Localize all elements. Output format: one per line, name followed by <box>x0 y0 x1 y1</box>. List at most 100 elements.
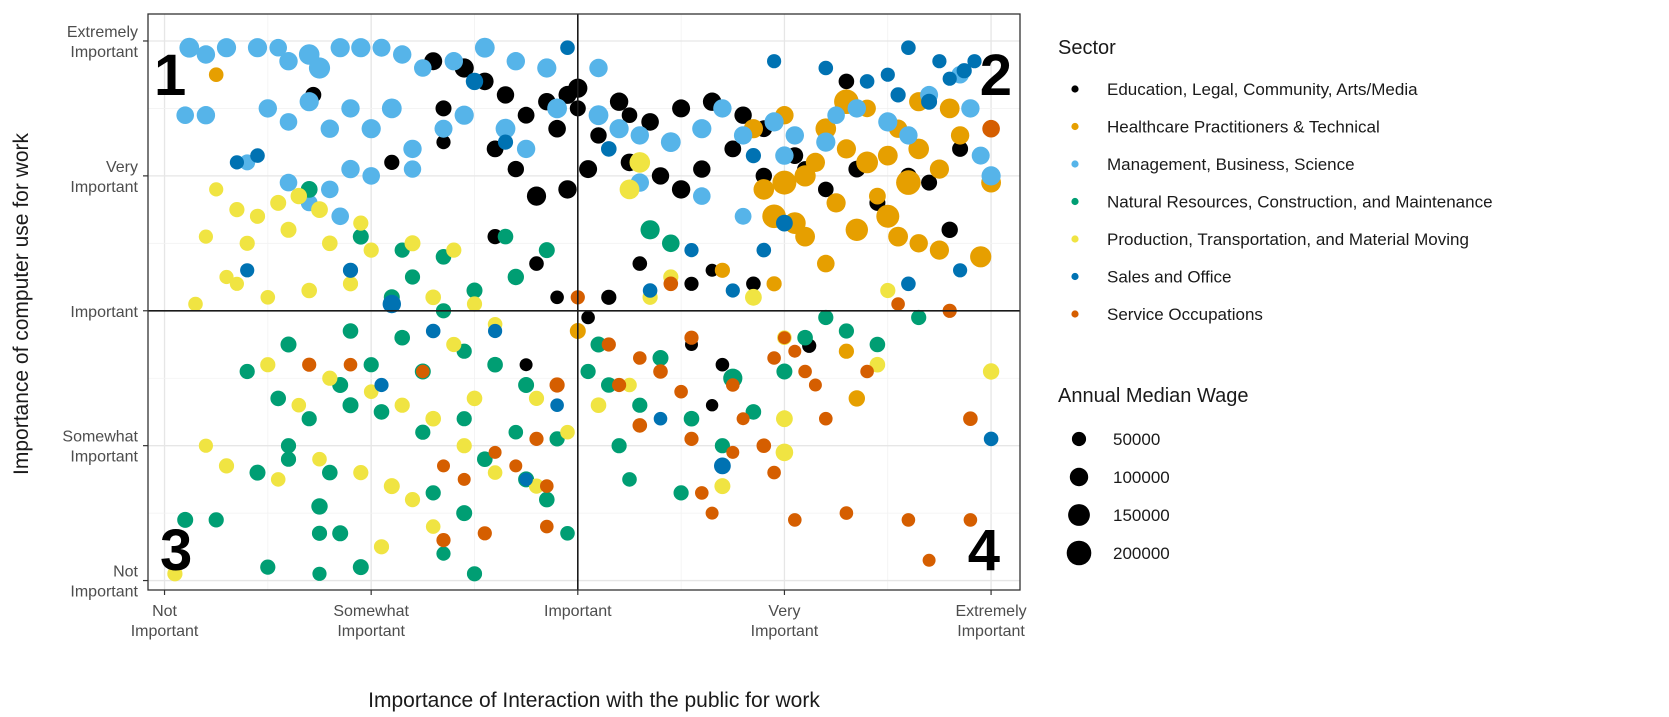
data-point <box>280 451 297 467</box>
data-point <box>588 105 609 126</box>
data-point <box>341 99 360 118</box>
data-point <box>321 180 339 199</box>
data-point <box>372 38 391 57</box>
data-point <box>362 167 381 185</box>
data-point <box>932 54 947 69</box>
legend-size-key <box>1069 467 1089 487</box>
data-point <box>971 146 990 165</box>
data-point <box>416 364 430 379</box>
data-point <box>901 513 916 527</box>
data-point <box>653 411 668 426</box>
data-point <box>179 37 200 58</box>
data-point <box>815 118 837 139</box>
quadrant-label-3: 3 <box>160 518 192 583</box>
data-point <box>953 263 968 278</box>
data-point <box>891 297 905 311</box>
legend-color-label: Sales and Office <box>1107 268 1231 287</box>
data-point <box>601 377 617 393</box>
data-point <box>342 323 359 339</box>
data-point <box>425 519 441 534</box>
data-point <box>714 262 731 278</box>
color-legend-items: Education, Legal, Community, Arts/Media H… <box>1071 80 1493 324</box>
data-point <box>488 445 502 459</box>
data-point <box>539 491 555 508</box>
data-point <box>456 411 472 427</box>
y-tick-label: Not <box>113 564 138 581</box>
data-point <box>373 539 390 555</box>
data-point <box>229 276 244 291</box>
data-point <box>322 464 338 481</box>
data-point <box>684 276 699 291</box>
data-point <box>529 256 544 271</box>
data-point <box>805 152 826 172</box>
data-point <box>869 356 886 373</box>
data-point <box>218 458 235 474</box>
data-point <box>733 126 753 145</box>
data-point <box>312 566 327 581</box>
data-point <box>674 384 688 399</box>
data-point <box>692 119 712 139</box>
data-point <box>506 52 525 71</box>
data-point <box>508 424 524 440</box>
legend-size-key <box>1066 540 1092 566</box>
data-point <box>662 234 680 253</box>
data-point <box>270 472 286 487</box>
data-point <box>280 336 297 353</box>
legend-color-key <box>1071 122 1079 131</box>
size-legend-title: Annual Median Wage <box>1058 385 1249 407</box>
data-point <box>394 329 411 346</box>
data-point <box>609 92 629 111</box>
data-point <box>560 526 575 541</box>
data-point <box>258 99 277 118</box>
legend-size-label: 150000 <box>1113 506 1170 525</box>
data-point <box>331 207 350 226</box>
data-point <box>745 404 762 420</box>
data-point <box>435 100 452 117</box>
data-point <box>890 87 906 103</box>
x-tick-label: Somewhat <box>333 603 409 620</box>
data-point <box>209 182 224 197</box>
data-point <box>216 38 237 58</box>
data-point <box>558 85 577 104</box>
data-point <box>684 330 699 345</box>
data-point <box>260 290 276 305</box>
data-point <box>330 38 350 58</box>
data-point <box>270 390 287 407</box>
data-point <box>753 179 775 200</box>
legend-size-key <box>1071 431 1087 447</box>
data-point <box>381 98 402 119</box>
data-point <box>466 566 483 582</box>
data-point <box>299 92 319 112</box>
data-point <box>589 58 608 78</box>
data-point <box>836 139 857 159</box>
data-point <box>320 119 339 138</box>
x-tick-label: Important <box>131 623 199 640</box>
legend-color-key <box>1071 85 1079 93</box>
data-point <box>507 160 524 178</box>
data-point <box>547 98 567 119</box>
data-point <box>922 553 936 567</box>
color-legend: Sector Education, Legal, Community, Arts… <box>1058 37 1493 324</box>
data-point <box>961 99 980 118</box>
data-point <box>788 513 802 527</box>
data-point <box>342 276 359 292</box>
data-point <box>726 378 740 392</box>
data-point <box>560 424 575 440</box>
data-point <box>715 357 730 372</box>
x-axis-ticks: Not Important Somewhat Important Important Ve… <box>131 590 1027 640</box>
data-point <box>308 57 331 79</box>
data-point <box>612 377 627 393</box>
data-point <box>188 296 203 312</box>
x-tick-label: Important <box>544 603 612 620</box>
data-point <box>280 221 297 238</box>
data-point <box>848 390 865 407</box>
data-point <box>229 155 244 170</box>
data-point <box>651 167 670 185</box>
data-point <box>477 451 493 468</box>
data-point <box>454 105 474 125</box>
data-point <box>488 323 503 339</box>
data-point <box>767 465 781 480</box>
data-point <box>877 145 898 166</box>
data-point <box>777 331 791 345</box>
data-point <box>290 187 307 205</box>
